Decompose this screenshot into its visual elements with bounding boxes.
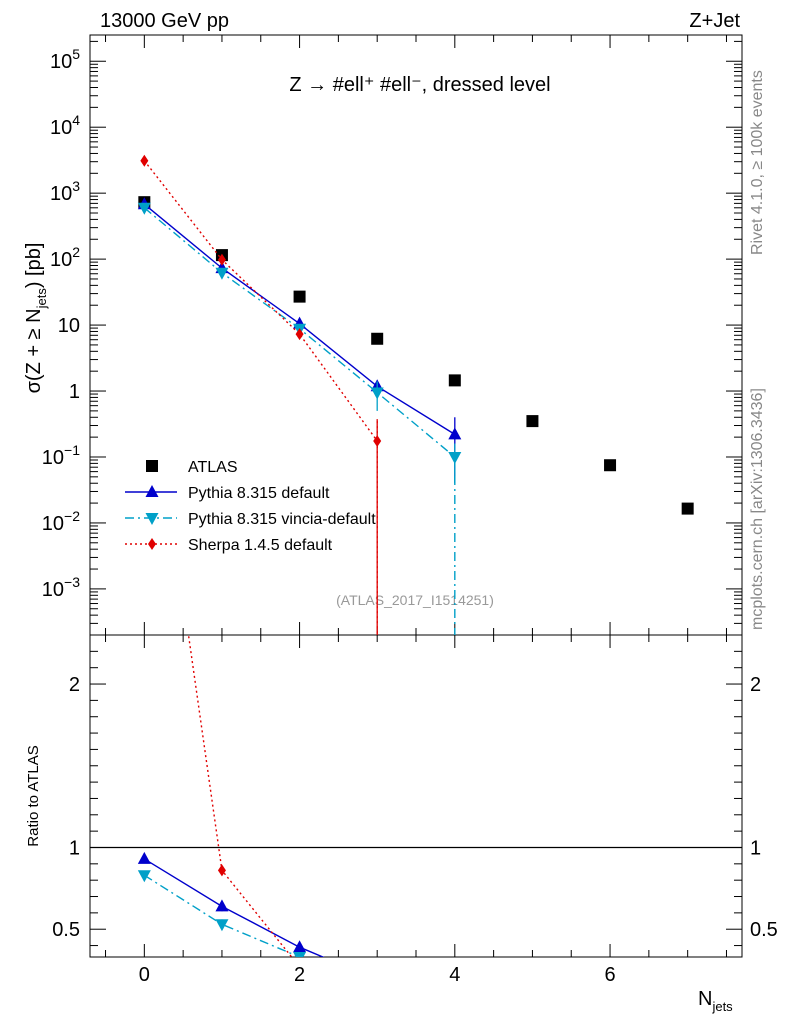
header-left: 13000 GeV pp bbox=[100, 10, 229, 32]
side-label-top: Rivet 4.1.0, ≥ 100k events bbox=[749, 70, 766, 255]
side-label-bottom: mcplots.cern.ch [arXiv:1306.3436] bbox=[749, 388, 766, 630]
y-tick-label-main: 104 bbox=[50, 112, 80, 139]
y-tick-label-base: 10 bbox=[42, 513, 64, 535]
y-tick-label-base: 10 bbox=[58, 315, 80, 337]
y-axis-label-ratio: Ratio to ATLAS bbox=[25, 745, 42, 846]
legend-marker-pythia-8-315-vincia-default bbox=[145, 513, 159, 525]
y-tick-label-ratio-right: 2 bbox=[750, 674, 761, 696]
y-axis-label-main: σ(Z + ≥ Njets) [pb] bbox=[23, 243, 49, 394]
y-tick-label-exp: 5 bbox=[72, 46, 80, 62]
ratio-point-pythia-8-315-vincia-default bbox=[293, 952, 307, 957]
y-tick-label-base: 10 bbox=[50, 117, 72, 139]
y-tick-label-exp: 4 bbox=[72, 112, 80, 128]
ratio-point-sherpa-1-4-5-default bbox=[373, 1000, 381, 1012]
y-tick-label-main: 1 bbox=[69, 381, 80, 403]
y-tick-label-base: 10 bbox=[50, 51, 72, 73]
point-pythia-8-315-vincia-default bbox=[215, 267, 229, 280]
y-axis-label-main-sub: jets bbox=[34, 288, 49, 310]
x-tick-label: 6 bbox=[604, 964, 615, 986]
ratio-point-pythia-8-315-default bbox=[293, 940, 307, 953]
legend-marker-atlas bbox=[146, 460, 158, 472]
ratio-point-pythia-8-315-default bbox=[137, 851, 151, 864]
ratio-point-sherpa-1-4-5-default bbox=[217, 864, 226, 877]
x-tick-label: 2 bbox=[294, 964, 305, 986]
legend-label-pythia-8-315-default: Pythia 8.315 default bbox=[188, 485, 330, 502]
analysis-tag: (ATLAS_2017_I1514251) bbox=[336, 592, 494, 608]
ratio-point-pythia-8-315-vincia-default bbox=[137, 870, 151, 883]
ratio-point-pythia-8-315-default bbox=[215, 899, 229, 912]
y-tick-label-main: 103 bbox=[50, 178, 80, 205]
x-axis-label: Njets bbox=[698, 988, 733, 1014]
ratio-frame bbox=[89, 634, 743, 958]
y-tick-label-base: 10 bbox=[42, 447, 64, 469]
y-tick-label-main: 105 bbox=[50, 46, 80, 73]
point-atlas bbox=[293, 290, 306, 303]
point-atlas bbox=[526, 415, 539, 428]
y-tick-label-ratio: 1 bbox=[69, 837, 80, 859]
ratio-point-pythia-8-315-vincia-default bbox=[448, 994, 461, 1006]
y-tick-label-base: 1 bbox=[69, 381, 80, 403]
y-tick-label-exp: −1 bbox=[64, 442, 80, 458]
point-pythia-8-315-default bbox=[448, 427, 462, 440]
x-tick-label: 0 bbox=[139, 964, 150, 986]
y-tick-label-main: 10−2 bbox=[42, 508, 80, 535]
point-atlas bbox=[604, 459, 617, 472]
legend-label-pythia-8-315-vincia-default: Pythia 8.315 vincia-default bbox=[188, 511, 376, 528]
point-sherpa-1-4-5-default bbox=[140, 154, 149, 167]
point-atlas bbox=[681, 502, 694, 515]
point-sherpa-1-4-5-default bbox=[295, 328, 304, 341]
y-tick-label-base: 10 bbox=[42, 579, 64, 601]
series-ratio-line-pythia-8-315-vincia-default bbox=[143, 874, 302, 957]
x-tick-label: 4 bbox=[449, 964, 460, 986]
y-tick-label-exp: −3 bbox=[64, 574, 80, 590]
y-tick-label-ratio: 0.5 bbox=[52, 919, 80, 941]
point-sherpa-1-4-5-default bbox=[217, 253, 226, 266]
y-tick-label-base: 10 bbox=[50, 249, 72, 271]
y-tick-label-ratio-right: 0.5 bbox=[750, 919, 778, 941]
series-ratio-line-sherpa-1-4-5-default bbox=[187, 635, 293, 957]
y-tick-label-exp: 3 bbox=[72, 178, 80, 194]
legend-marker-pythia-8-315-default bbox=[145, 485, 159, 497]
point-pythia-8-315-vincia-default bbox=[370, 387, 384, 400]
y-tick-label-main: 10−1 bbox=[42, 442, 80, 469]
y-tick-label-ratio-right: 1 bbox=[750, 837, 761, 859]
header-right: Z+Jet bbox=[689, 10, 740, 32]
point-atlas bbox=[371, 332, 384, 345]
y-tick-label-ratio: 2 bbox=[69, 674, 80, 696]
y-tick-label-main: 10 bbox=[58, 315, 80, 337]
ratio-plot-area bbox=[137, 318, 461, 1012]
series-line-sherpa-1-4-5-default bbox=[143, 160, 378, 442]
point-atlas bbox=[448, 374, 461, 387]
main-plot-area bbox=[137, 154, 694, 635]
ratio-point-sherpa-1-4-5-default bbox=[140, 318, 148, 330]
point-sherpa-1-4-5-default bbox=[373, 434, 382, 447]
legend-label-atlas: ATLAS bbox=[188, 459, 238, 476]
ratio-point-pythia-8-315-vincia-default bbox=[371, 981, 384, 993]
y-axis-label-main-a: σ(Z + ≥ N bbox=[23, 308, 45, 393]
legend-marker-sherpa-1-4-5-default bbox=[148, 538, 156, 550]
x-axis-label-sub: jets bbox=[711, 999, 733, 1014]
y-axis-label-main-b: ) [pb] bbox=[23, 243, 45, 289]
legend-label-sherpa-1-4-5-default: Sherpa 1.4.5 default bbox=[188, 537, 333, 554]
y-tick-label-main: 10−3 bbox=[42, 574, 80, 601]
point-pythia-8-315-vincia-default bbox=[137, 202, 151, 215]
y-tick-label-exp: 2 bbox=[72, 244, 80, 260]
ratio-point-pythia-8-315-vincia-default bbox=[215, 919, 229, 932]
ratio-point-pythia-8-315-default bbox=[371, 973, 384, 985]
x-axis-label-n: N bbox=[698, 988, 712, 1010]
y-tick-label-main: 102 bbox=[50, 244, 80, 271]
chart-title: Z → #ell⁺ #ell⁻, dressed level bbox=[289, 74, 550, 96]
y-tick-label-base: 10 bbox=[50, 183, 72, 205]
y-tick-label-exp: −2 bbox=[64, 508, 80, 524]
